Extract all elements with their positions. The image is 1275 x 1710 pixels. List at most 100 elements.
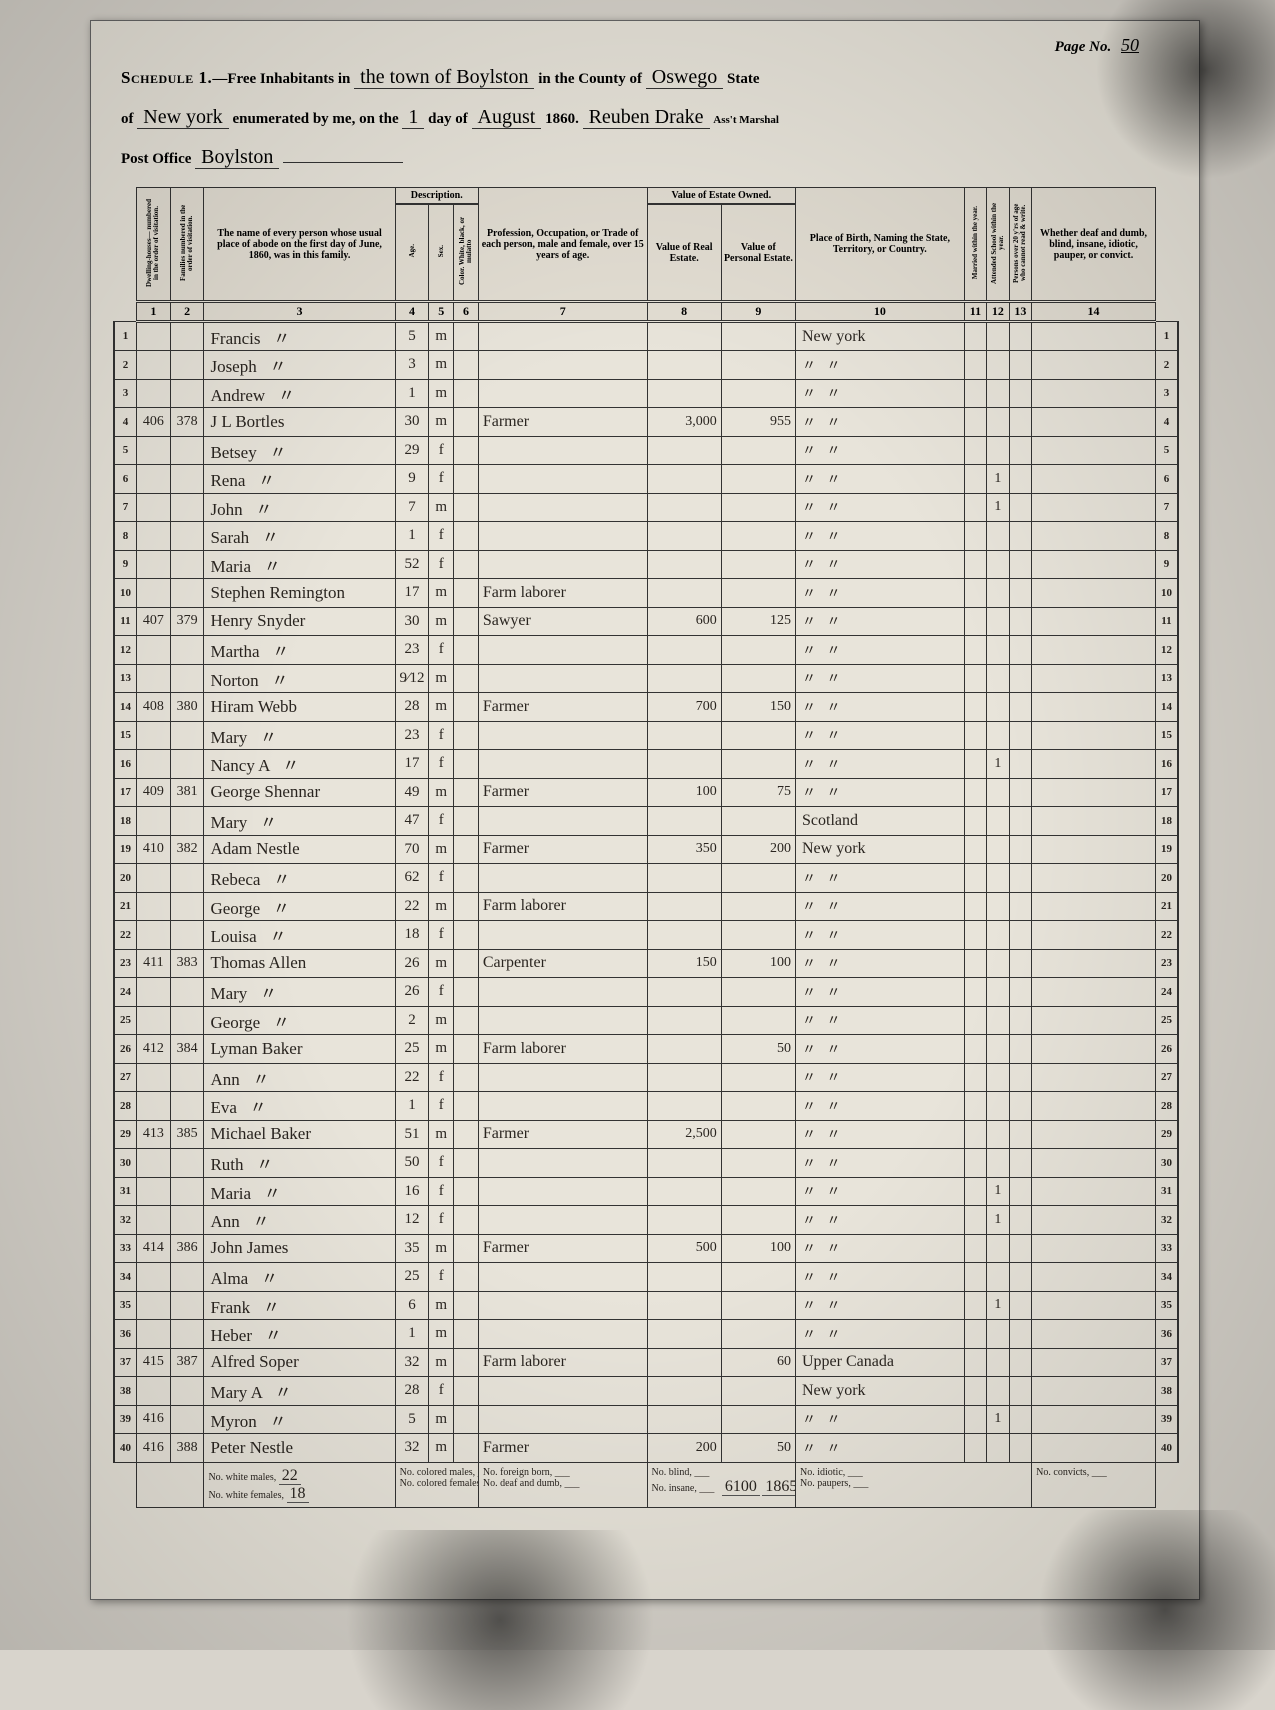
school: [987, 693, 1009, 722]
school: [987, 892, 1009, 921]
age: 51: [395, 1120, 429, 1149]
col1-label: Dwelling-houses— numbered in the order o…: [146, 199, 160, 287]
family-num: [170, 1206, 204, 1235]
dwelling-num: [136, 351, 170, 380]
family-num: [170, 436, 204, 465]
row-num-left: 8: [114, 522, 136, 551]
table-row: 17409381George Shennar49mFarmer10075〃 〃1…: [114, 778, 1178, 807]
table-row: 7John 〃7m〃 〃17: [114, 493, 1178, 522]
table-row: 31Maria 〃16f〃 〃131: [114, 1177, 1178, 1206]
read-write: [1009, 1035, 1031, 1064]
dwelling-num: 409: [136, 778, 170, 807]
row-num-left: 9: [114, 550, 136, 579]
row-num-left: 38: [114, 1377, 136, 1406]
color: [454, 1063, 479, 1092]
color: [454, 1348, 479, 1377]
school: 1: [987, 1206, 1009, 1235]
occupation: Farm laborer: [478, 1035, 647, 1064]
table-row: 38Mary A 〃28fNew york38: [114, 1377, 1178, 1406]
table-row: 16Nancy A 〃17f〃 〃116: [114, 750, 1178, 779]
col9-label: Value of Personal Estate.: [721, 204, 795, 302]
age: 12: [395, 1206, 429, 1235]
row-num-left: 10: [114, 579, 136, 608]
person-name: Francis 〃: [204, 322, 395, 351]
family-num: [170, 1291, 204, 1320]
table-row: 9Maria 〃52f〃 〃9: [114, 550, 1178, 579]
col14-label: Whether deaf and dumb, blind, insane, id…: [1032, 188, 1156, 302]
married: [964, 1291, 986, 1320]
occupation: [478, 721, 647, 750]
color: [454, 550, 479, 579]
color: [454, 921, 479, 950]
married: [964, 778, 986, 807]
condition: [1032, 949, 1156, 978]
row-num-right: 24: [1155, 978, 1178, 1007]
table-row: 15Mary 〃23f〃 〃15: [114, 721, 1178, 750]
row-num-left: 18: [114, 807, 136, 836]
h-state: New york: [137, 106, 228, 129]
person-name: Maria 〃: [204, 1177, 395, 1206]
dwelling-num: [136, 1377, 170, 1406]
row-num-right: 19: [1155, 835, 1178, 864]
dwelling-num: [136, 721, 170, 750]
person-name: Michael Baker: [204, 1120, 395, 1149]
person-name: John James: [204, 1234, 395, 1263]
row-num-left: 13: [114, 664, 136, 693]
condition: [1032, 1434, 1156, 1463]
desc-group: Description.: [395, 188, 478, 205]
read-write: [1009, 1405, 1031, 1434]
personal-estate: 50: [721, 1434, 795, 1463]
real-estate: [647, 1092, 721, 1121]
age: 17: [395, 750, 429, 779]
table-row: 25George 〃2m〃 〃25: [114, 1006, 1178, 1035]
family-num: 388: [170, 1434, 204, 1463]
row-num-right: 11: [1155, 607, 1178, 636]
person-name: George Shennar: [204, 778, 395, 807]
married: [964, 1405, 986, 1434]
read-write: [1009, 408, 1031, 437]
condition: [1032, 1006, 1156, 1035]
real-estate: [647, 579, 721, 608]
real-estate: [647, 978, 721, 1007]
school: [987, 351, 1009, 380]
row-num-right: 36: [1155, 1320, 1178, 1349]
dwelling-num: [136, 1092, 170, 1121]
dwelling-num: [136, 978, 170, 1007]
married: [964, 864, 986, 893]
color: [454, 1320, 479, 1349]
row-num-right: 31: [1155, 1177, 1178, 1206]
read-write: [1009, 579, 1031, 608]
condition: [1032, 892, 1156, 921]
read-write: [1009, 1291, 1031, 1320]
family-num: [170, 1063, 204, 1092]
row-num-left: 1: [114, 322, 136, 351]
row-num-right: 22: [1155, 921, 1178, 950]
family-num: 383: [170, 949, 204, 978]
row-num-right: 38: [1155, 1377, 1178, 1406]
occupation: [478, 1177, 647, 1206]
real-estate: [647, 322, 721, 351]
condition: [1032, 664, 1156, 693]
age: 30: [395, 607, 429, 636]
age: 9: [395, 465, 429, 494]
dwelling-num: 410: [136, 835, 170, 864]
sex: m: [429, 664, 454, 693]
occupation: Farmer: [478, 835, 647, 864]
row-num-left: 21: [114, 892, 136, 921]
school: [987, 322, 1009, 351]
h-po: Boylston: [195, 146, 279, 169]
read-write: [1009, 1092, 1031, 1121]
read-write: [1009, 1206, 1031, 1235]
table-row: 8Sarah 〃1f〃 〃8: [114, 522, 1178, 551]
married: [964, 636, 986, 665]
family-num: [170, 1177, 204, 1206]
table-row: 26412384Lyman Baker25mFarm laborer50〃 〃2…: [114, 1035, 1178, 1064]
sex: f: [429, 721, 454, 750]
condition: [1032, 1291, 1156, 1320]
school: [987, 807, 1009, 836]
personal-estate: [721, 1177, 795, 1206]
school: [987, 1348, 1009, 1377]
condition: [1032, 778, 1156, 807]
real-estate: [647, 1263, 721, 1292]
age: 32: [395, 1348, 429, 1377]
